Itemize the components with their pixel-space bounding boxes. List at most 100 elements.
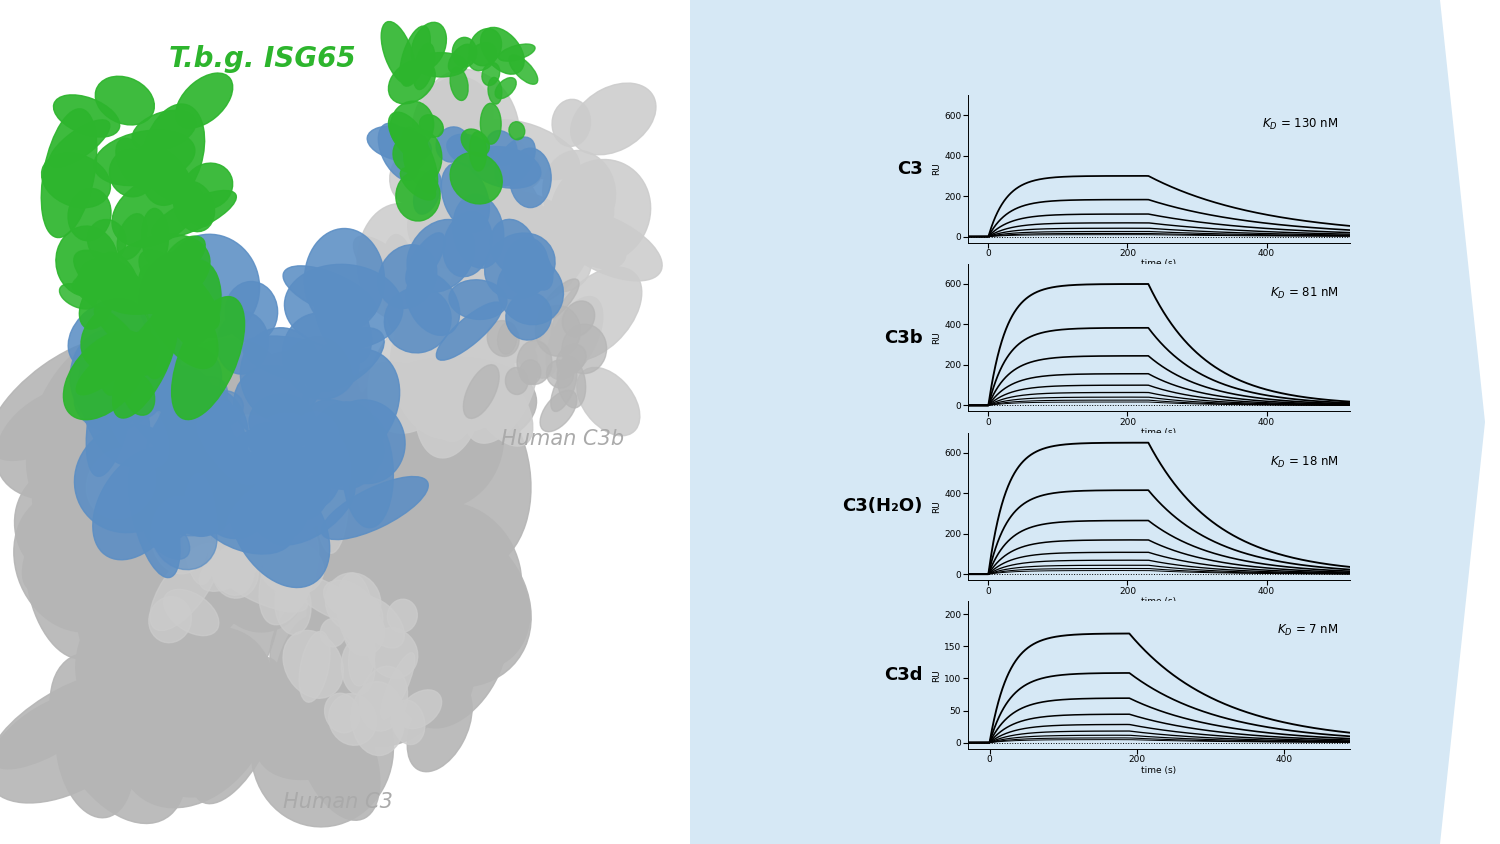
Ellipse shape bbox=[546, 296, 603, 380]
Ellipse shape bbox=[538, 279, 579, 322]
Ellipse shape bbox=[498, 322, 517, 354]
Ellipse shape bbox=[321, 477, 429, 539]
Ellipse shape bbox=[550, 267, 642, 361]
Ellipse shape bbox=[416, 350, 498, 414]
Ellipse shape bbox=[438, 133, 530, 211]
Ellipse shape bbox=[348, 381, 435, 473]
Ellipse shape bbox=[75, 425, 184, 533]
Ellipse shape bbox=[544, 191, 614, 246]
Ellipse shape bbox=[159, 382, 248, 511]
Ellipse shape bbox=[213, 522, 267, 571]
Ellipse shape bbox=[184, 163, 232, 209]
Ellipse shape bbox=[268, 484, 352, 564]
Ellipse shape bbox=[322, 362, 462, 555]
Ellipse shape bbox=[190, 390, 243, 429]
Ellipse shape bbox=[183, 376, 228, 415]
Ellipse shape bbox=[272, 443, 297, 477]
Ellipse shape bbox=[324, 581, 374, 621]
Ellipse shape bbox=[147, 402, 237, 516]
Ellipse shape bbox=[150, 495, 210, 574]
Ellipse shape bbox=[390, 246, 489, 362]
Ellipse shape bbox=[98, 235, 210, 314]
Ellipse shape bbox=[154, 366, 213, 423]
Ellipse shape bbox=[470, 29, 501, 66]
Ellipse shape bbox=[400, 168, 435, 200]
Ellipse shape bbox=[165, 393, 211, 443]
Ellipse shape bbox=[78, 259, 126, 310]
Ellipse shape bbox=[416, 346, 483, 458]
Ellipse shape bbox=[294, 687, 380, 820]
Ellipse shape bbox=[381, 21, 416, 84]
Ellipse shape bbox=[419, 106, 501, 195]
Text: C3: C3 bbox=[897, 160, 922, 178]
Ellipse shape bbox=[56, 226, 117, 296]
Ellipse shape bbox=[394, 573, 458, 695]
Ellipse shape bbox=[398, 116, 466, 180]
Ellipse shape bbox=[164, 236, 206, 275]
Ellipse shape bbox=[506, 293, 552, 340]
Ellipse shape bbox=[80, 562, 234, 652]
Ellipse shape bbox=[217, 312, 268, 374]
Ellipse shape bbox=[118, 403, 280, 576]
Ellipse shape bbox=[393, 136, 426, 172]
Ellipse shape bbox=[211, 441, 261, 484]
Ellipse shape bbox=[484, 233, 555, 299]
Ellipse shape bbox=[324, 693, 360, 733]
Ellipse shape bbox=[100, 252, 140, 303]
Ellipse shape bbox=[94, 130, 195, 186]
Ellipse shape bbox=[122, 372, 162, 419]
Ellipse shape bbox=[100, 555, 252, 679]
Ellipse shape bbox=[404, 131, 442, 182]
Ellipse shape bbox=[390, 306, 489, 439]
Ellipse shape bbox=[442, 212, 492, 277]
Ellipse shape bbox=[420, 69, 519, 187]
Ellipse shape bbox=[267, 463, 330, 528]
Ellipse shape bbox=[171, 261, 220, 345]
Ellipse shape bbox=[226, 426, 315, 492]
Ellipse shape bbox=[94, 437, 213, 582]
Ellipse shape bbox=[156, 463, 276, 579]
Ellipse shape bbox=[54, 95, 120, 137]
Ellipse shape bbox=[110, 149, 154, 197]
Ellipse shape bbox=[272, 616, 344, 776]
Polygon shape bbox=[690, 0, 1485, 844]
Ellipse shape bbox=[42, 109, 98, 238]
Ellipse shape bbox=[334, 603, 450, 690]
Ellipse shape bbox=[196, 400, 243, 451]
Ellipse shape bbox=[350, 412, 488, 511]
Ellipse shape bbox=[116, 138, 153, 189]
Ellipse shape bbox=[225, 282, 278, 343]
Ellipse shape bbox=[284, 266, 376, 318]
Ellipse shape bbox=[207, 360, 256, 552]
Ellipse shape bbox=[138, 355, 186, 410]
Ellipse shape bbox=[248, 413, 320, 489]
Ellipse shape bbox=[152, 502, 217, 570]
Ellipse shape bbox=[441, 163, 489, 232]
Ellipse shape bbox=[112, 518, 264, 615]
Ellipse shape bbox=[448, 147, 548, 257]
Ellipse shape bbox=[518, 242, 554, 290]
Ellipse shape bbox=[225, 490, 288, 567]
Ellipse shape bbox=[378, 245, 436, 308]
Ellipse shape bbox=[561, 218, 626, 268]
Ellipse shape bbox=[70, 328, 158, 430]
Ellipse shape bbox=[86, 350, 134, 476]
Ellipse shape bbox=[60, 284, 96, 309]
Ellipse shape bbox=[477, 120, 579, 180]
Ellipse shape bbox=[176, 73, 232, 128]
Ellipse shape bbox=[369, 628, 419, 679]
Ellipse shape bbox=[303, 488, 422, 620]
Ellipse shape bbox=[136, 280, 176, 313]
Ellipse shape bbox=[242, 431, 274, 469]
Ellipse shape bbox=[96, 76, 154, 125]
Ellipse shape bbox=[154, 385, 248, 492]
Ellipse shape bbox=[148, 503, 213, 535]
Ellipse shape bbox=[50, 120, 110, 167]
Ellipse shape bbox=[132, 392, 242, 500]
Ellipse shape bbox=[290, 574, 366, 624]
Ellipse shape bbox=[276, 424, 351, 520]
Ellipse shape bbox=[190, 657, 282, 803]
Ellipse shape bbox=[550, 160, 651, 264]
Ellipse shape bbox=[408, 185, 512, 271]
Ellipse shape bbox=[348, 627, 375, 686]
